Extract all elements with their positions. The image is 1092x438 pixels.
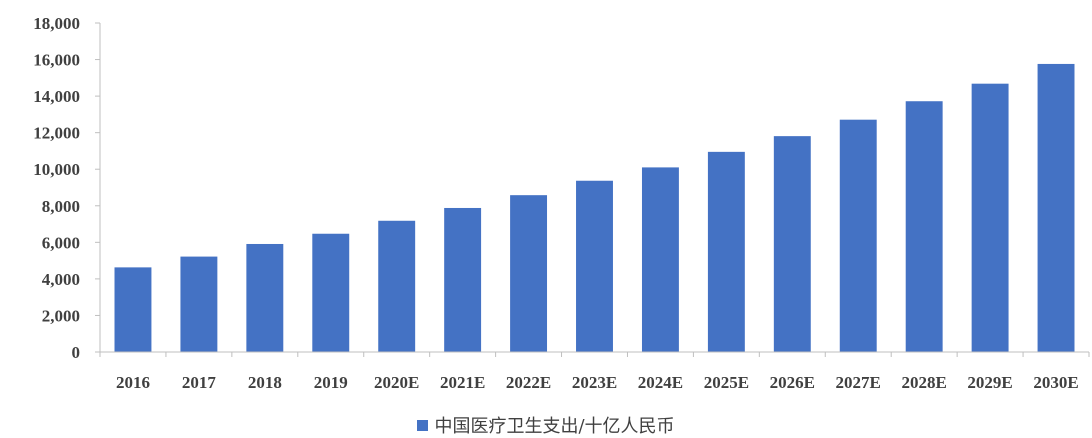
bar — [839, 119, 877, 352]
bar — [312, 233, 350, 352]
bar — [641, 167, 679, 352]
y-tick-label: 8,000 — [42, 197, 80, 216]
legend: 中国医疗卫生支出/十亿人民币 — [0, 412, 1092, 438]
y-tick-label: 6,000 — [42, 233, 80, 252]
x-tick-label: 2028E — [901, 373, 946, 392]
x-tick-label: 2027E — [836, 373, 881, 392]
y-tick-label: 10,000 — [33, 160, 80, 179]
bar — [905, 101, 943, 353]
bar — [444, 207, 482, 352]
x-tick-label: 2025E — [704, 373, 749, 392]
x-tick-label: 2023E — [572, 373, 617, 392]
legend-label: 中国医疗卫生支出/十亿人民币 — [434, 416, 675, 437]
bars — [114, 63, 1075, 353]
x-tick-label: 2022E — [506, 373, 551, 392]
bar — [576, 180, 613, 352]
bar — [773, 136, 811, 352]
x-tick-label: 2029E — [967, 373, 1012, 392]
y-tick-label: 16,000 — [33, 51, 80, 70]
y-tick-label: 0 — [72, 343, 81, 362]
bar — [510, 195, 548, 352]
bar — [246, 243, 284, 352]
bar-chart: 0 2,000 4,000 6,000 8,000 10,000 12,000 14,000 1… — [33, 14, 1090, 392]
bar — [114, 267, 152, 352]
legend-swatch — [417, 419, 429, 431]
y-tick-label: 12,000 — [33, 124, 80, 143]
x-tick-label: 2019 — [314, 373, 348, 392]
x-tick-label: 2021E — [440, 373, 485, 392]
bar — [707, 151, 745, 352]
y-axis: 0 2,000 4,000 6,000 8,000 10,000 12,000 14,000 1… — [33, 14, 101, 362]
x-tick-label: 2017 — [182, 373, 217, 392]
x-tick-label: 2024E — [638, 373, 683, 392]
bar — [1037, 63, 1075, 352]
x-tick-label: 2026E — [770, 373, 815, 392]
x-axis: 2016 2017 2018 2019 2020E 2021E 2022E 2023E 2024… — [99, 351, 1090, 392]
bar — [971, 83, 1009, 352]
x-tick-label: 2030E — [1033, 373, 1078, 392]
y-tick-label: 4,000 — [42, 270, 80, 289]
x-tick-label: 2018 — [248, 373, 282, 392]
y-tick-label: 18,000 — [33, 14, 80, 33]
x-tick-label: 2020E — [374, 373, 419, 392]
y-tick-label: 14,000 — [33, 87, 80, 106]
y-tick-label: 2,000 — [42, 306, 80, 325]
bar — [378, 220, 416, 352]
x-tick-label: 2016 — [116, 373, 150, 392]
bar — [180, 256, 218, 352]
